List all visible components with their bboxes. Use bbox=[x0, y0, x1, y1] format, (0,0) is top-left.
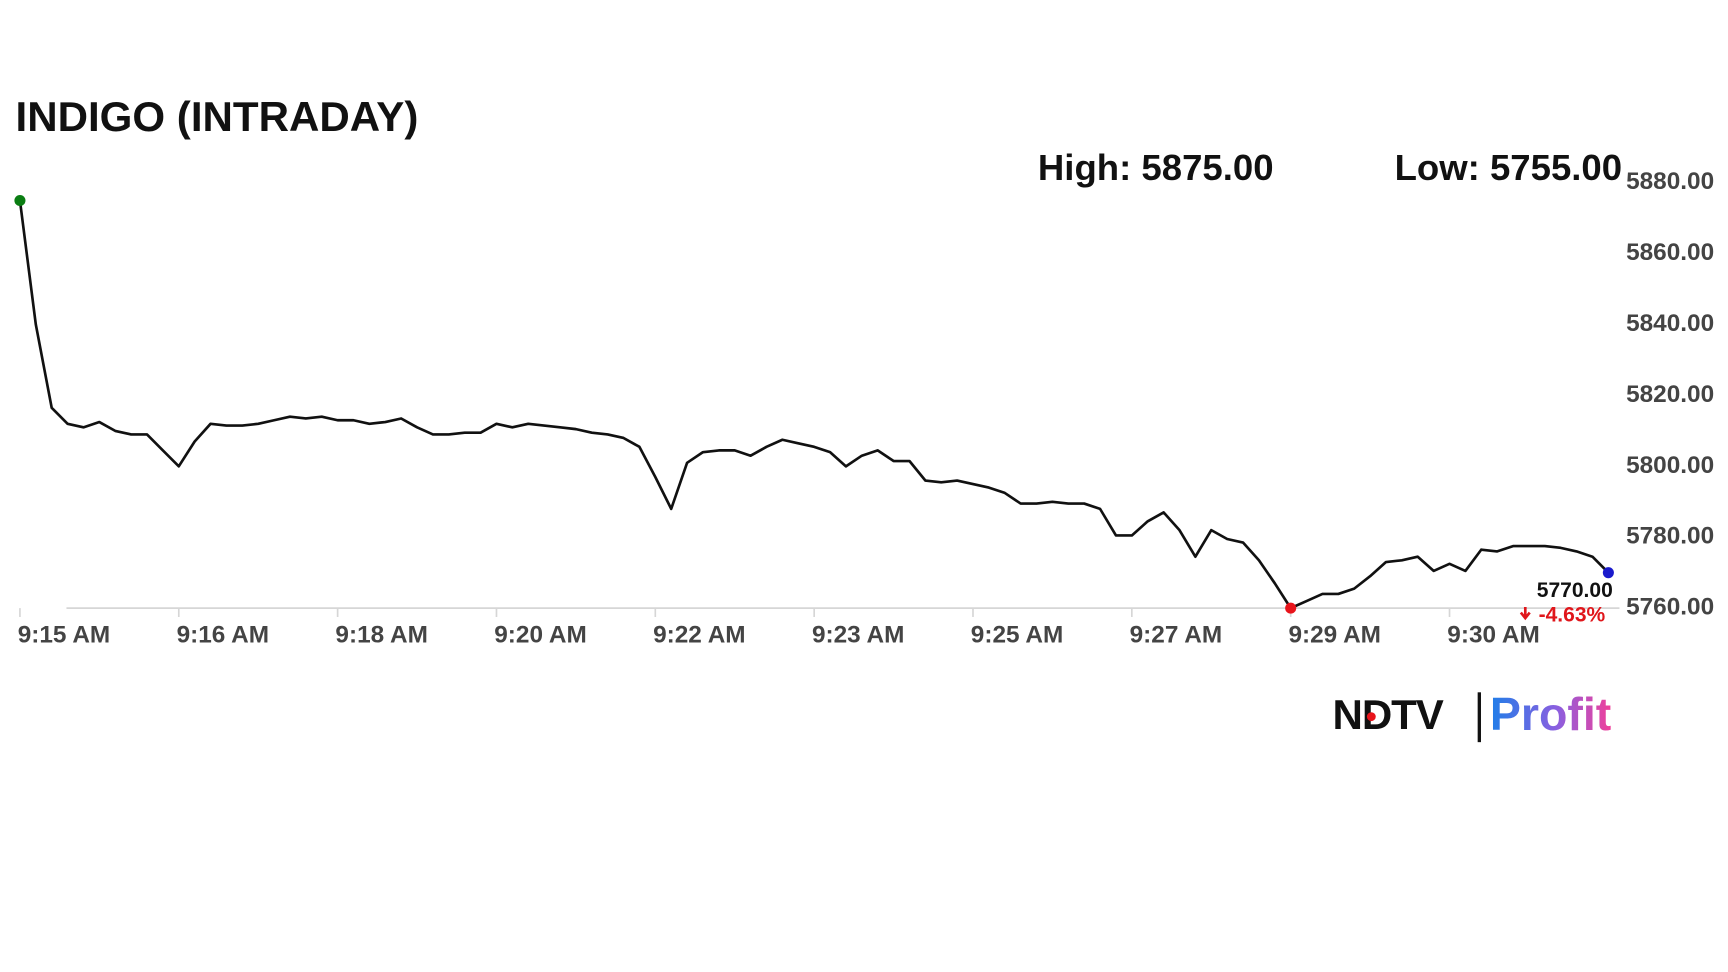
logo-dot bbox=[1366, 712, 1376, 722]
logo-brand: NDTV bbox=[1333, 691, 1444, 738]
end-marker bbox=[1602, 567, 1614, 579]
y-tick-label: 5840.00 bbox=[1626, 310, 1714, 337]
chart-title: INDIGO (INTRADAY) bbox=[16, 93, 419, 140]
y-tick-label: 5860.00 bbox=[1626, 239, 1714, 266]
logo-product: Profit bbox=[1490, 688, 1611, 740]
low-annotation: Low: 5755.00 bbox=[1395, 147, 1623, 188]
logo-divider bbox=[1477, 692, 1481, 743]
y-tick-label: 5820.00 bbox=[1626, 381, 1714, 408]
logo: NDTV Profit bbox=[1333, 688, 1611, 743]
y-tick-label: 5780.00 bbox=[1626, 523, 1714, 550]
x-tick-label: 9:25 AM bbox=[971, 621, 1064, 648]
x-tick-label: 9:16 AM bbox=[177, 621, 270, 648]
x-tick-label: 9:22 AM bbox=[653, 621, 746, 648]
start-marker bbox=[14, 194, 26, 207]
x-tick-label: 9:18 AM bbox=[335, 621, 428, 648]
change-label: -4.63% bbox=[1539, 603, 1606, 626]
y-tick-label: 5880.00 bbox=[1626, 168, 1714, 195]
y-tick-label: 5800.00 bbox=[1626, 452, 1714, 479]
last-value-label: 5770.00 bbox=[1537, 579, 1613, 602]
down-arrow bbox=[1519, 607, 1531, 621]
price-line bbox=[18, 200, 1610, 610]
x-tick-label: 9:20 AM bbox=[494, 621, 587, 648]
x-tick-label: 9:29 AM bbox=[1288, 621, 1381, 648]
high-annotation: High: 5875.00 bbox=[1038, 147, 1274, 188]
x-tick-label: 9:30 AM bbox=[1447, 621, 1540, 648]
x-tick-label: 9:23 AM bbox=[812, 621, 905, 648]
y-tick-label: 5760.00 bbox=[1626, 594, 1714, 621]
plot-area: 5760.00 5780.00 5800.00 5820.00 5840.00 5860.… bbox=[14, 168, 1714, 648]
low-marker bbox=[1285, 602, 1297, 614]
x-tick-label: 9:15 AM bbox=[18, 621, 111, 648]
x-tick-label: 9:27 AM bbox=[1130, 621, 1223, 648]
